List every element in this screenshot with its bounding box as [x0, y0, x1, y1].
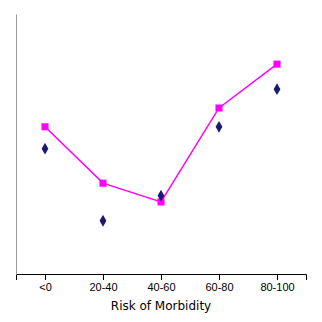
x-tick: 20-40 — [89, 274, 117, 293]
x-tick: <0 — [39, 274, 52, 293]
x-tick: 40-60 — [147, 274, 175, 293]
series-markers — [42, 83, 281, 226]
point — [158, 190, 165, 202]
x-tick-label: 60-80 — [205, 281, 233, 293]
series-markers — [41, 61, 280, 206]
y-axis-line — [16, 15, 17, 275]
x-axis-title: Risk of Morbidity — [111, 299, 211, 313]
x-tick-label: 20-40 — [89, 281, 117, 293]
series-line — [45, 64, 277, 202]
plot: <0 20-40 40-60 60-80 80-100 — [17, 15, 307, 293]
x-tick-mark — [45, 274, 46, 280]
x-axis-line — [17, 275, 307, 281]
point — [42, 143, 49, 155]
x-tick-label: 80-100 — [260, 281, 294, 293]
point — [41, 123, 48, 130]
x-axis: <0 20-40 40-60 60-80 80-100 — [17, 274, 307, 293]
chart: <0 20-40 40-60 60-80 80-100 Risk of Morbidity — [0, 0, 322, 322]
x-tick-mark — [219, 274, 220, 280]
x-tick: 60-80 — [205, 274, 233, 293]
point — [273, 61, 280, 68]
point — [100, 215, 107, 227]
x-tick: 80-100 — [260, 274, 294, 293]
point — [215, 104, 222, 111]
x-tick-label: 40-60 — [147, 281, 175, 293]
marks — [41, 61, 280, 227]
x-tick-mark — [103, 274, 104, 280]
x-tick-label: <0 — [39, 281, 52, 293]
x-tick-mark — [161, 274, 162, 280]
point — [99, 180, 106, 187]
point — [274, 83, 281, 95]
x-tick-mark — [277, 274, 278, 280]
y-axis — [16, 15, 17, 275]
point — [216, 121, 223, 133]
